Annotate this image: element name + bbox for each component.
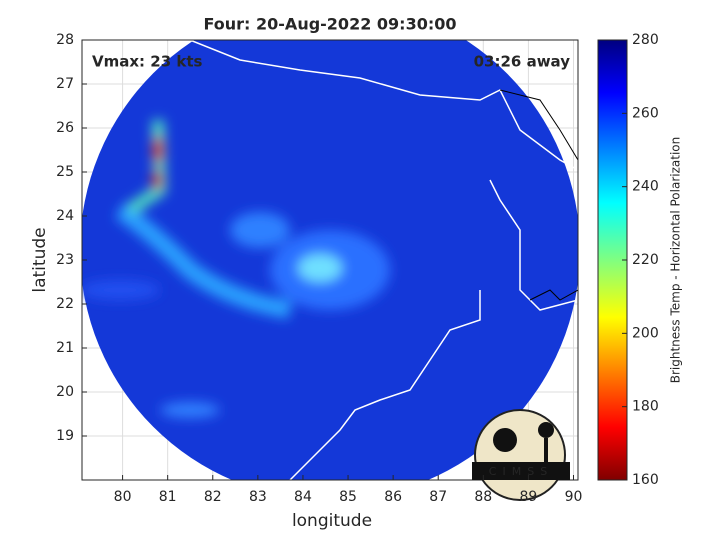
- logo-text: CIMSS: [489, 465, 553, 478]
- logo: CIMSS: [472, 409, 570, 501]
- y-tick-label: 19: [56, 428, 74, 444]
- y-tick-label: 22: [56, 296, 74, 312]
- x-tick-label: 83: [249, 489, 267, 505]
- border: [499, 89, 578, 301]
- colorbar-tick-label: 240: [632, 179, 659, 195]
- satellite-image: [82, 40, 578, 480]
- y-axis-label: latitude: [30, 227, 50, 292]
- y-tick-label: 25: [56, 164, 74, 180]
- colorbar-tick-label: 280: [632, 32, 659, 48]
- cloud-features: [82, 119, 390, 418]
- x-tick-label: 80: [114, 489, 132, 505]
- colorbar-tick-label: 160: [632, 472, 659, 488]
- x-tick-label: 82: [204, 489, 222, 505]
- y-tick-label: 21: [56, 340, 74, 356]
- x-tick-label: 86: [384, 489, 402, 505]
- x-tick-label: 89: [519, 489, 537, 505]
- y-tick-label: 23: [56, 252, 74, 268]
- x-axis-label: longitude: [292, 511, 372, 531]
- x-tick-label: 81: [159, 489, 177, 505]
- y-tick-label: 20: [56, 384, 74, 400]
- coastline: [189, 40, 578, 480]
- colorbar-label: Brightness Temp - Horizontal Polarizatio…: [669, 137, 683, 384]
- colorbar-tick-label: 180: [632, 399, 659, 415]
- x-tick-label: 87: [429, 489, 447, 505]
- vmax-annotation: Vmax: 23 kts: [92, 53, 202, 71]
- time-annotation: 03:26 away: [474, 53, 571, 71]
- x-tick-label: 88: [474, 489, 492, 505]
- x-tick-label: 84: [294, 489, 312, 505]
- y-tick-label: 24: [56, 208, 74, 224]
- y-tick-label: 26: [56, 120, 74, 136]
- y-tick-label: 27: [56, 76, 74, 92]
- colorbar-tick-label: 260: [632, 105, 659, 121]
- colorbar-tick-label: 200: [632, 325, 659, 341]
- x-tick-label: 90: [565, 489, 583, 505]
- colorbar-tick-label: 220: [632, 252, 659, 268]
- title: Four: 20-Aug-2022 09:30:00: [204, 15, 457, 34]
- x-tick-label: 85: [339, 489, 357, 505]
- y-tick-label: 28: [56, 32, 74, 48]
